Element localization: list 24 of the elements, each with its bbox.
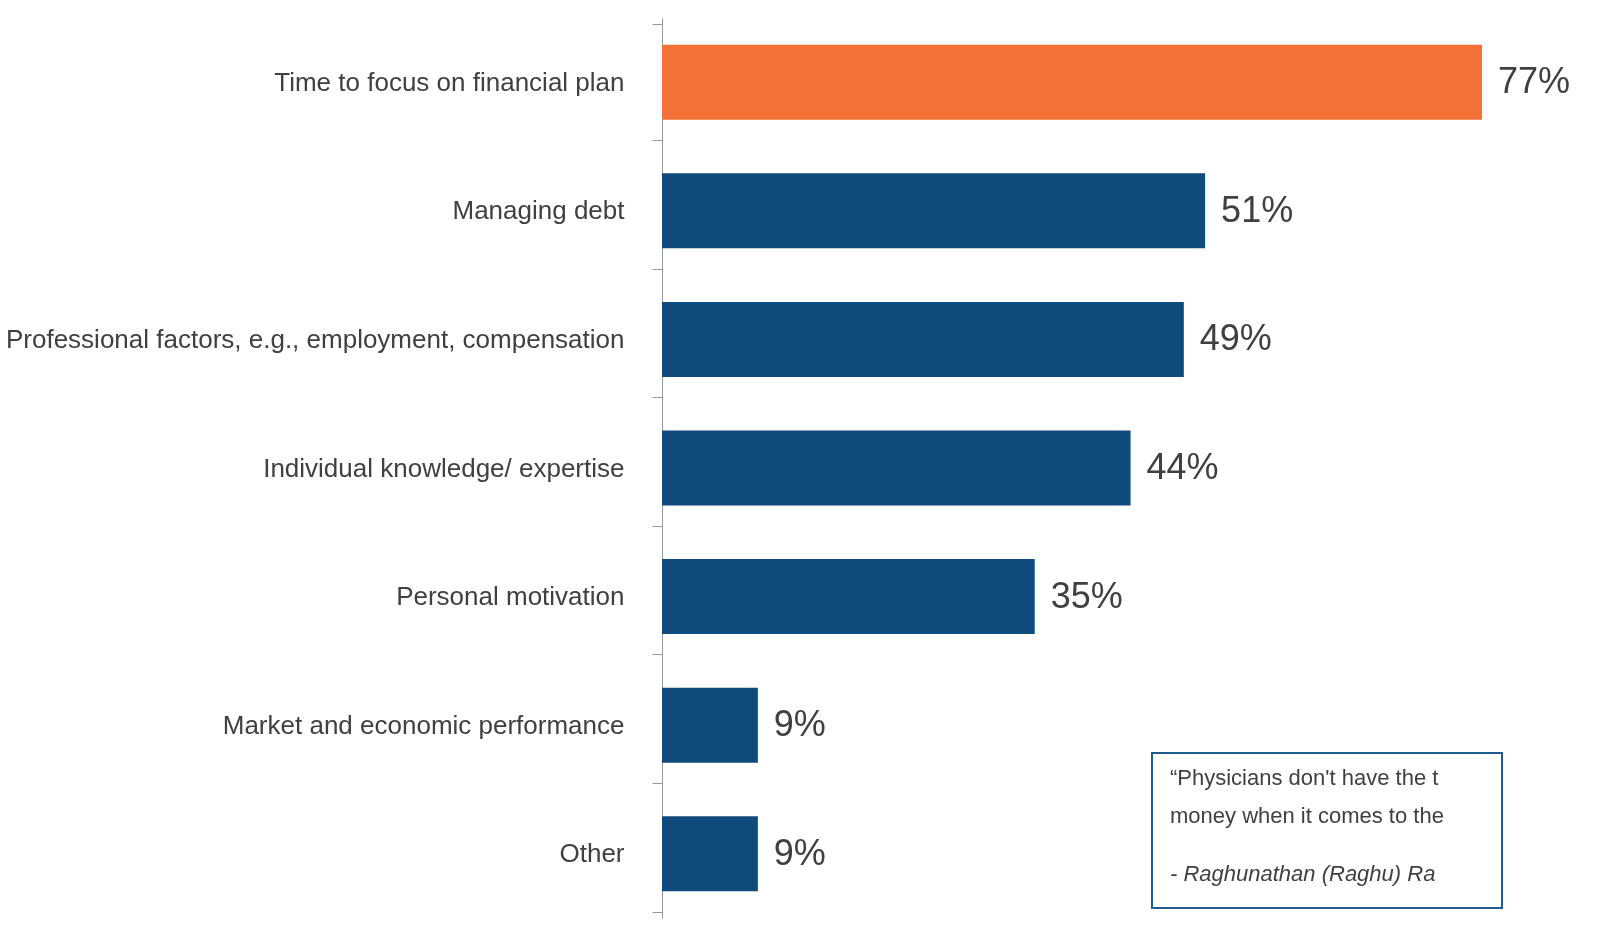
y-tick-label: Market and economic performance [222, 709, 625, 740]
y-tick-label: Personal motivation [396, 581, 625, 612]
y-tick-label: Managing debt [452, 195, 626, 226]
y-tick-label: Professional factors, e.g., employment, compensation [5, 323, 625, 354]
bar [662, 301, 1184, 377]
data-label: 35% [1050, 574, 1123, 616]
bar [662, 430, 1131, 506]
data-label: 44% [1146, 446, 1219, 487]
data-label: 9% [773, 831, 826, 873]
y-tick-label: Time to focus on financial plan [274, 66, 625, 97]
annotation: “Physicians don't have the t [1170, 765, 1439, 790]
data-label: 77% [1498, 60, 1571, 102]
data-label: 49% [1199, 317, 1272, 359]
bar [662, 687, 758, 763]
y-tick-label: Other [559, 838, 625, 869]
bar [662, 559, 1035, 635]
annotation: - Raghunathan (Raghu) Ra [1170, 861, 1436, 886]
bar [662, 816, 758, 892]
data-label: 9% [773, 703, 826, 745]
bar [662, 44, 1482, 120]
y-tick-label: Individual knowledge/ expertise [263, 452, 625, 483]
data-label: 51% [1221, 188, 1294, 230]
bar [662, 173, 1206, 249]
annotation: money when it comes to the [1170, 803, 1444, 828]
